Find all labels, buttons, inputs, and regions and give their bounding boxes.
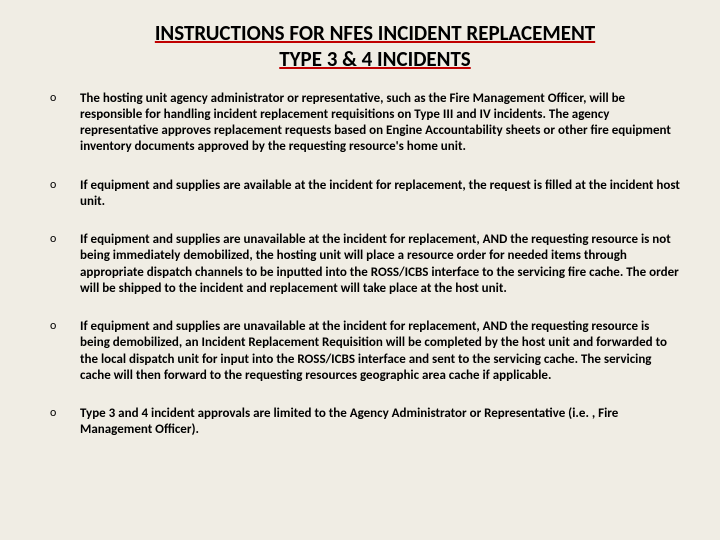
title-line-2: TYPE 3 & 4 INCIDENTS xyxy=(70,46,680,72)
bullet-item: If equipment and supplies are unavailabl… xyxy=(50,232,680,297)
title-line-1: INSTRUCTIONS FOR NFES INCIDENT REPLACEME… xyxy=(70,20,680,46)
bullet-item: Type 3 and 4 incident approvals are limi… xyxy=(50,406,680,439)
bullet-item: If equipment and supplies are unavailabl… xyxy=(50,319,680,384)
bullet-list: The hosting unit agency administrator or… xyxy=(50,91,680,439)
bullet-item: If equipment and supplies are available … xyxy=(50,178,680,211)
bullet-item: The hosting unit agency administrator or… xyxy=(50,91,680,156)
title-block: INSTRUCTIONS FOR NFES INCIDENT REPLACEME… xyxy=(50,20,680,73)
